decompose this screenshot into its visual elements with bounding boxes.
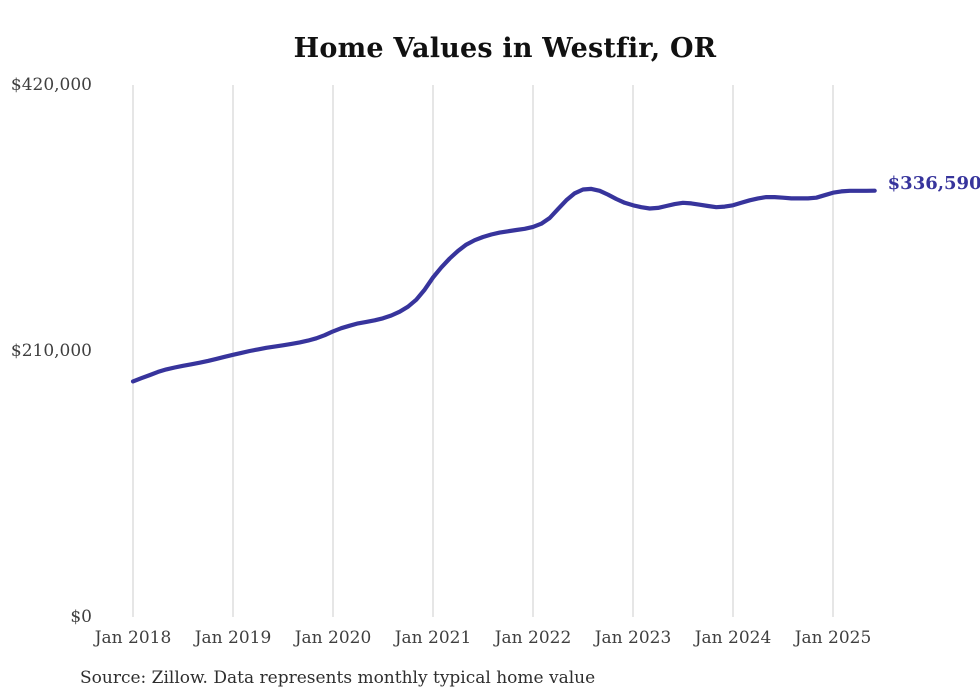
x-tick-label: Jan 2020 [294,628,372,648]
x-tick-label: Jan 2022 [494,628,572,648]
x-tick-label: Jan 2021 [394,628,472,648]
y-tick-label: $420,000 [10,75,92,95]
y-tick-label: $210,000 [10,341,92,361]
latest-value-label: $336,590 [887,172,980,194]
x-tick-label: Jan 2023 [594,628,672,648]
chart-title: Home Values in Westfir, OR [293,33,717,64]
source-note: Source: Zillow. Data represents monthly … [80,668,596,688]
x-axis: Jan 2018 Jan 2019 Jan 2020 Jan 2021 Jan 2022… [0,627,980,651]
y-axis: $420,000 $210,000 $0 [0,0,92,699]
x-tick-label: Jan 2018 [94,628,172,648]
x-tick-label: Jan 2024 [694,628,772,648]
x-tick-label: Jan 2019 [194,628,272,648]
x-tick-label: Jan 2025 [794,628,872,648]
value-line [130,186,877,384]
y-tick-label: $0 [70,607,92,627]
